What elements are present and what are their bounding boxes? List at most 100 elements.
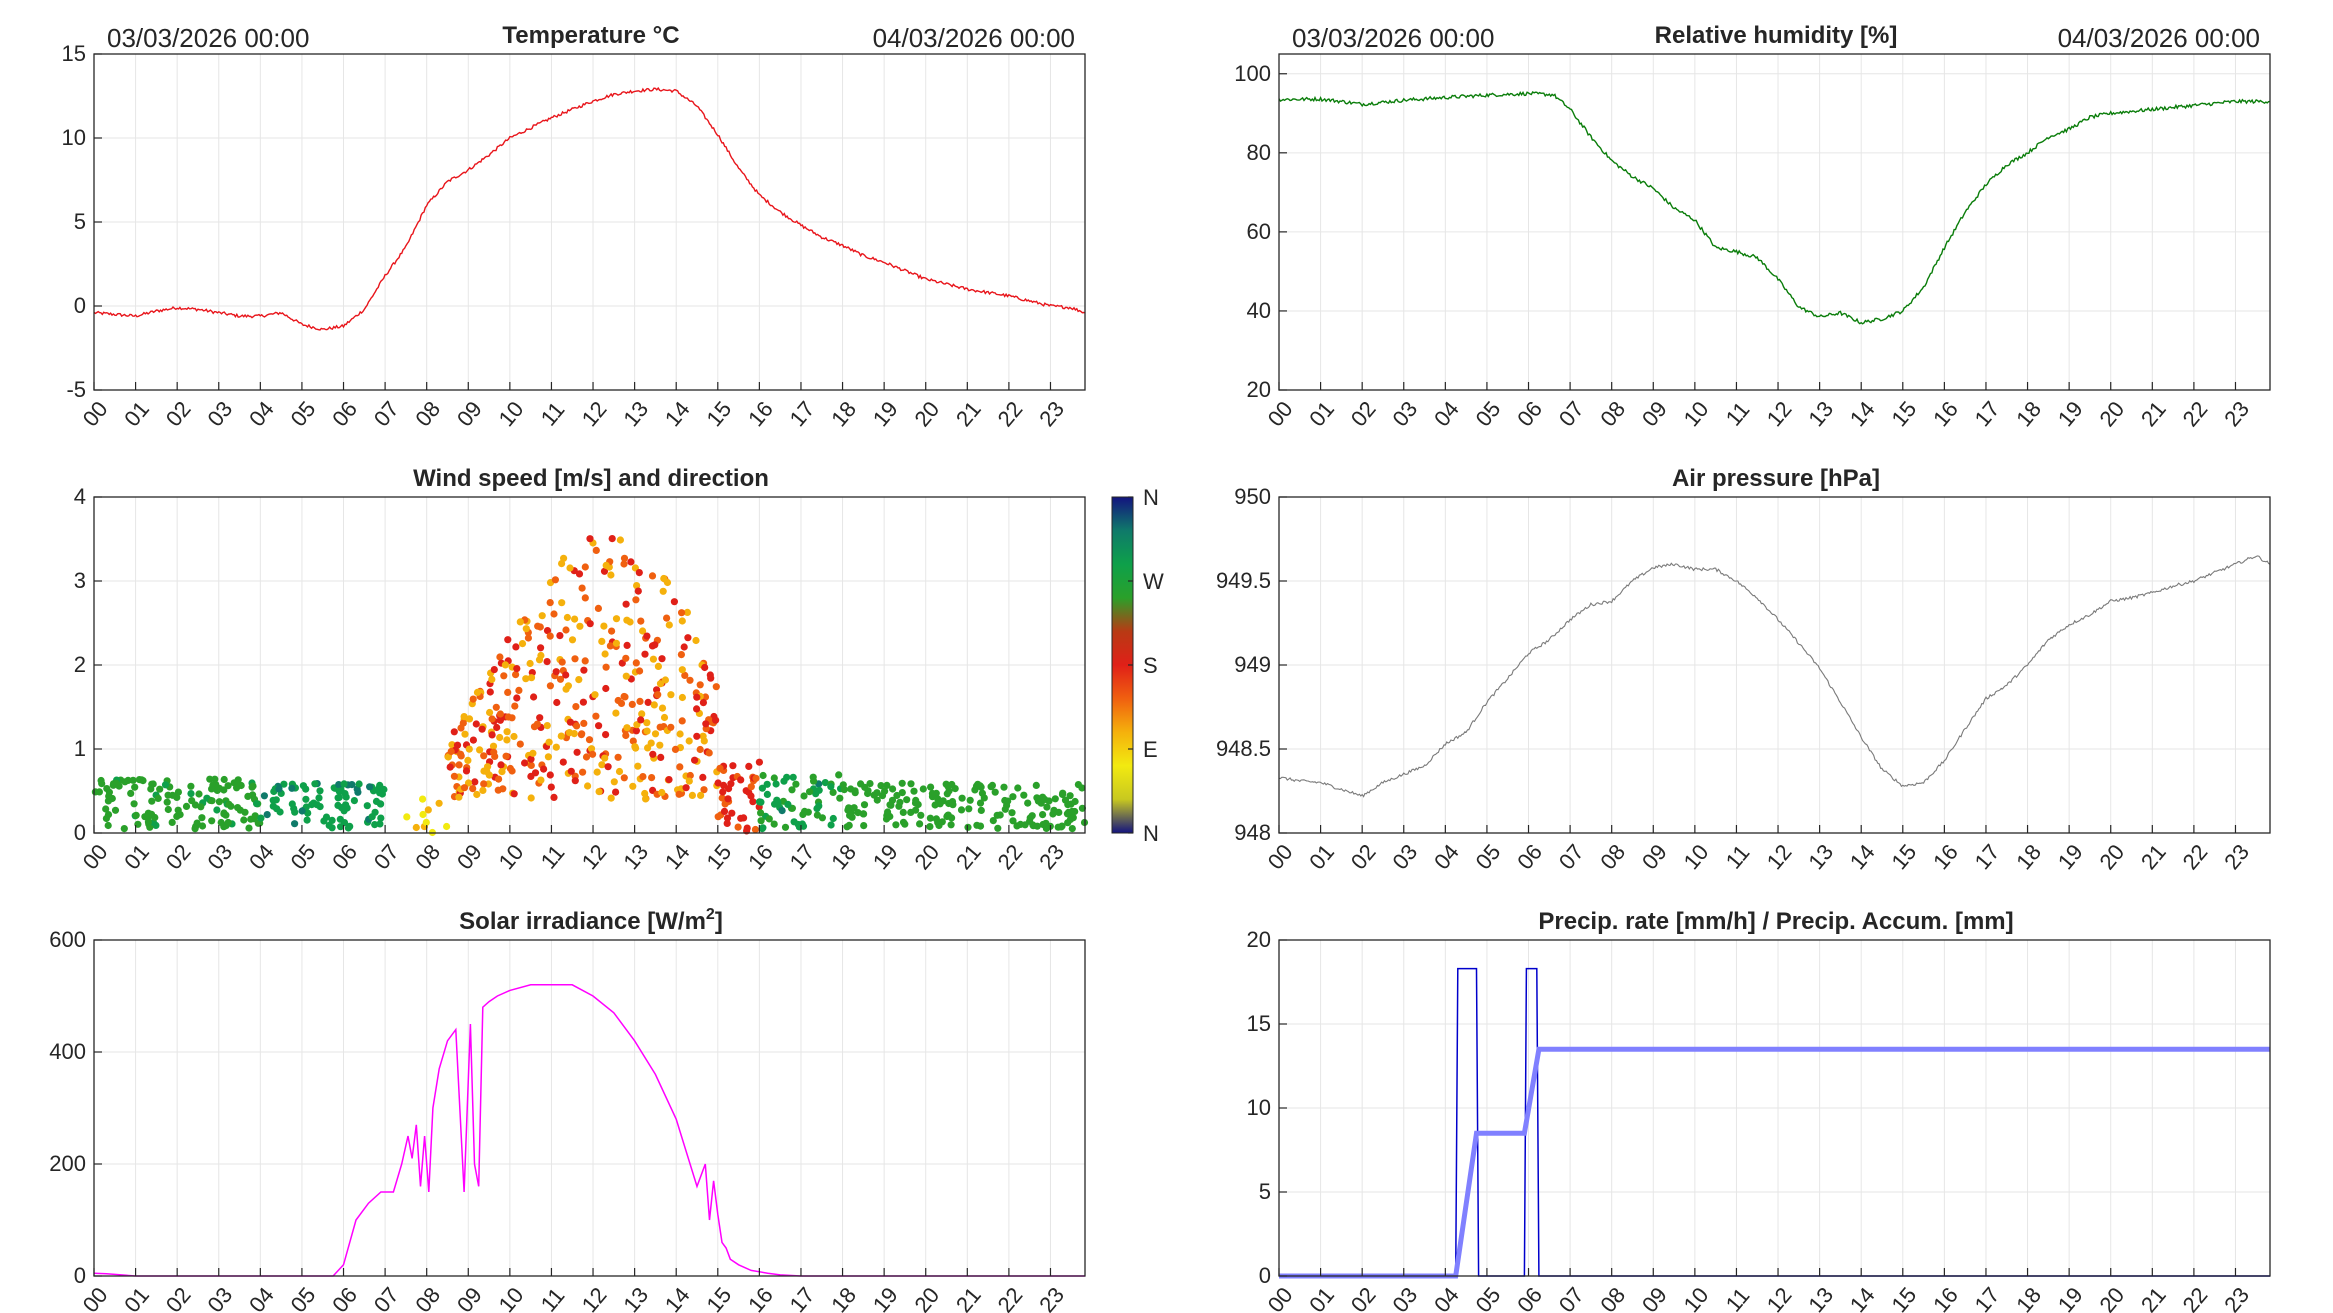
wind-point	[627, 558, 635, 566]
wind-xtick-label: 21	[951, 839, 986, 874]
wind-point	[935, 821, 943, 830]
temperature-ytick-label: 5	[74, 209, 86, 234]
wind-point	[663, 614, 671, 622]
solar-series-line	[93, 984, 1085, 1277]
wind-point	[616, 536, 625, 544]
wind-point	[836, 794, 844, 802]
wind-point	[348, 781, 356, 789]
wind-point	[1063, 810, 1071, 818]
wind-point	[873, 789, 881, 797]
wind-point	[896, 798, 904, 806]
wind-point	[249, 782, 257, 790]
wind-point	[658, 655, 666, 663]
wind-point	[527, 794, 535, 802]
wind-point	[601, 754, 609, 762]
temperature-date-left: 03/03/2026 00:00	[107, 23, 309, 53]
wind-point	[490, 666, 498, 674]
wind-point	[901, 820, 909, 828]
wind-point	[127, 789, 135, 798]
wind-point	[636, 667, 644, 675]
wind-point	[558, 560, 566, 568]
wind-point	[496, 710, 504, 718]
precip-ytick-label: 20	[1247, 927, 1271, 952]
wind-point	[656, 680, 665, 688]
solar-xtick-label: 18	[826, 1282, 861, 1313]
wind-point	[718, 794, 726, 802]
wind-point	[336, 787, 344, 795]
wind-point	[328, 816, 336, 825]
wind-point	[976, 822, 985, 830]
wind-chart-title: Wind speed [m/s] and direction	[413, 465, 769, 492]
temperature-xtick-label: 10	[494, 396, 529, 431]
wind-xtick-label: 13	[618, 839, 653, 874]
wind-point	[516, 618, 524, 626]
wind-point	[566, 564, 574, 572]
wind-point	[910, 787, 918, 795]
wind-point	[702, 720, 710, 728]
precip-rate-line	[1279, 967, 2270, 1277]
solar-grid	[93, 939, 1085, 1277]
wind-point	[622, 654, 630, 662]
wind-point	[1013, 822, 1021, 830]
temperature-xtick-label: 09	[452, 396, 487, 431]
wind-plot-area	[91, 535, 1089, 837]
wind-point	[843, 823, 851, 831]
wind-point	[220, 809, 228, 817]
wind-point	[623, 724, 631, 732]
wind-point	[675, 790, 683, 798]
wind-point	[490, 748, 498, 756]
wind-point	[1045, 797, 1053, 805]
solar-ytick-label: 0	[74, 1263, 86, 1288]
precip-xtick-label: 12	[1762, 1282, 1797, 1313]
temperature-series-line	[93, 86, 1086, 331]
wind-point	[131, 783, 139, 791]
humidity-xtick-label: 23	[2219, 396, 2254, 431]
wind-point	[1024, 799, 1032, 807]
wind-xtick-label: 16	[743, 839, 778, 874]
wind-point	[649, 750, 657, 758]
wind-point	[614, 696, 622, 705]
wind-point	[881, 787, 889, 795]
solar-chart-title: Solar irradiance [W/m2]	[459, 906, 723, 935]
wind-point	[522, 625, 530, 633]
wind-point	[903, 796, 911, 804]
solar-title-suffix: ]	[715, 908, 723, 935]
wind-point	[654, 662, 663, 671]
wind-point	[612, 709, 620, 717]
wind-point	[600, 622, 608, 630]
wind-point	[667, 723, 675, 731]
wind-point	[530, 693, 538, 701]
wind-point	[639, 627, 647, 635]
wind-point	[641, 789, 649, 798]
wind-point	[132, 811, 140, 819]
wind-point	[701, 663, 709, 672]
humidity-xtick-label: 02	[1346, 396, 1381, 431]
wind-point	[363, 802, 371, 810]
wind-point	[302, 785, 310, 793]
wind-point	[473, 688, 482, 697]
wind-point	[643, 632, 651, 640]
wind-point	[1043, 803, 1051, 811]
wind-point	[678, 717, 686, 725]
wind-point	[443, 822, 451, 831]
wind-point	[749, 798, 757, 806]
wind-point	[602, 684, 610, 693]
wind-point	[480, 780, 488, 788]
temperature-xtick-label: 17	[785, 396, 820, 431]
wind-xtick-label: 02	[161, 839, 196, 874]
wind-point	[530, 723, 539, 731]
wind-point	[567, 767, 575, 775]
wind-point	[527, 761, 535, 770]
precip-xtick-label: 23	[2219, 1282, 2254, 1313]
pressure-xtick-label: 20	[2094, 839, 2129, 874]
humidity-xtick-label: 09	[1637, 396, 1672, 431]
wind-point	[893, 791, 901, 800]
wind-axes-frame	[93, 496, 1086, 834]
wind-point	[504, 688, 512, 697]
pressure-ytick-label: 948.5	[1216, 736, 1271, 761]
wind-point	[648, 774, 656, 782]
wind-point	[944, 811, 952, 819]
wind-point	[757, 817, 765, 825]
wind-point	[723, 814, 732, 822]
